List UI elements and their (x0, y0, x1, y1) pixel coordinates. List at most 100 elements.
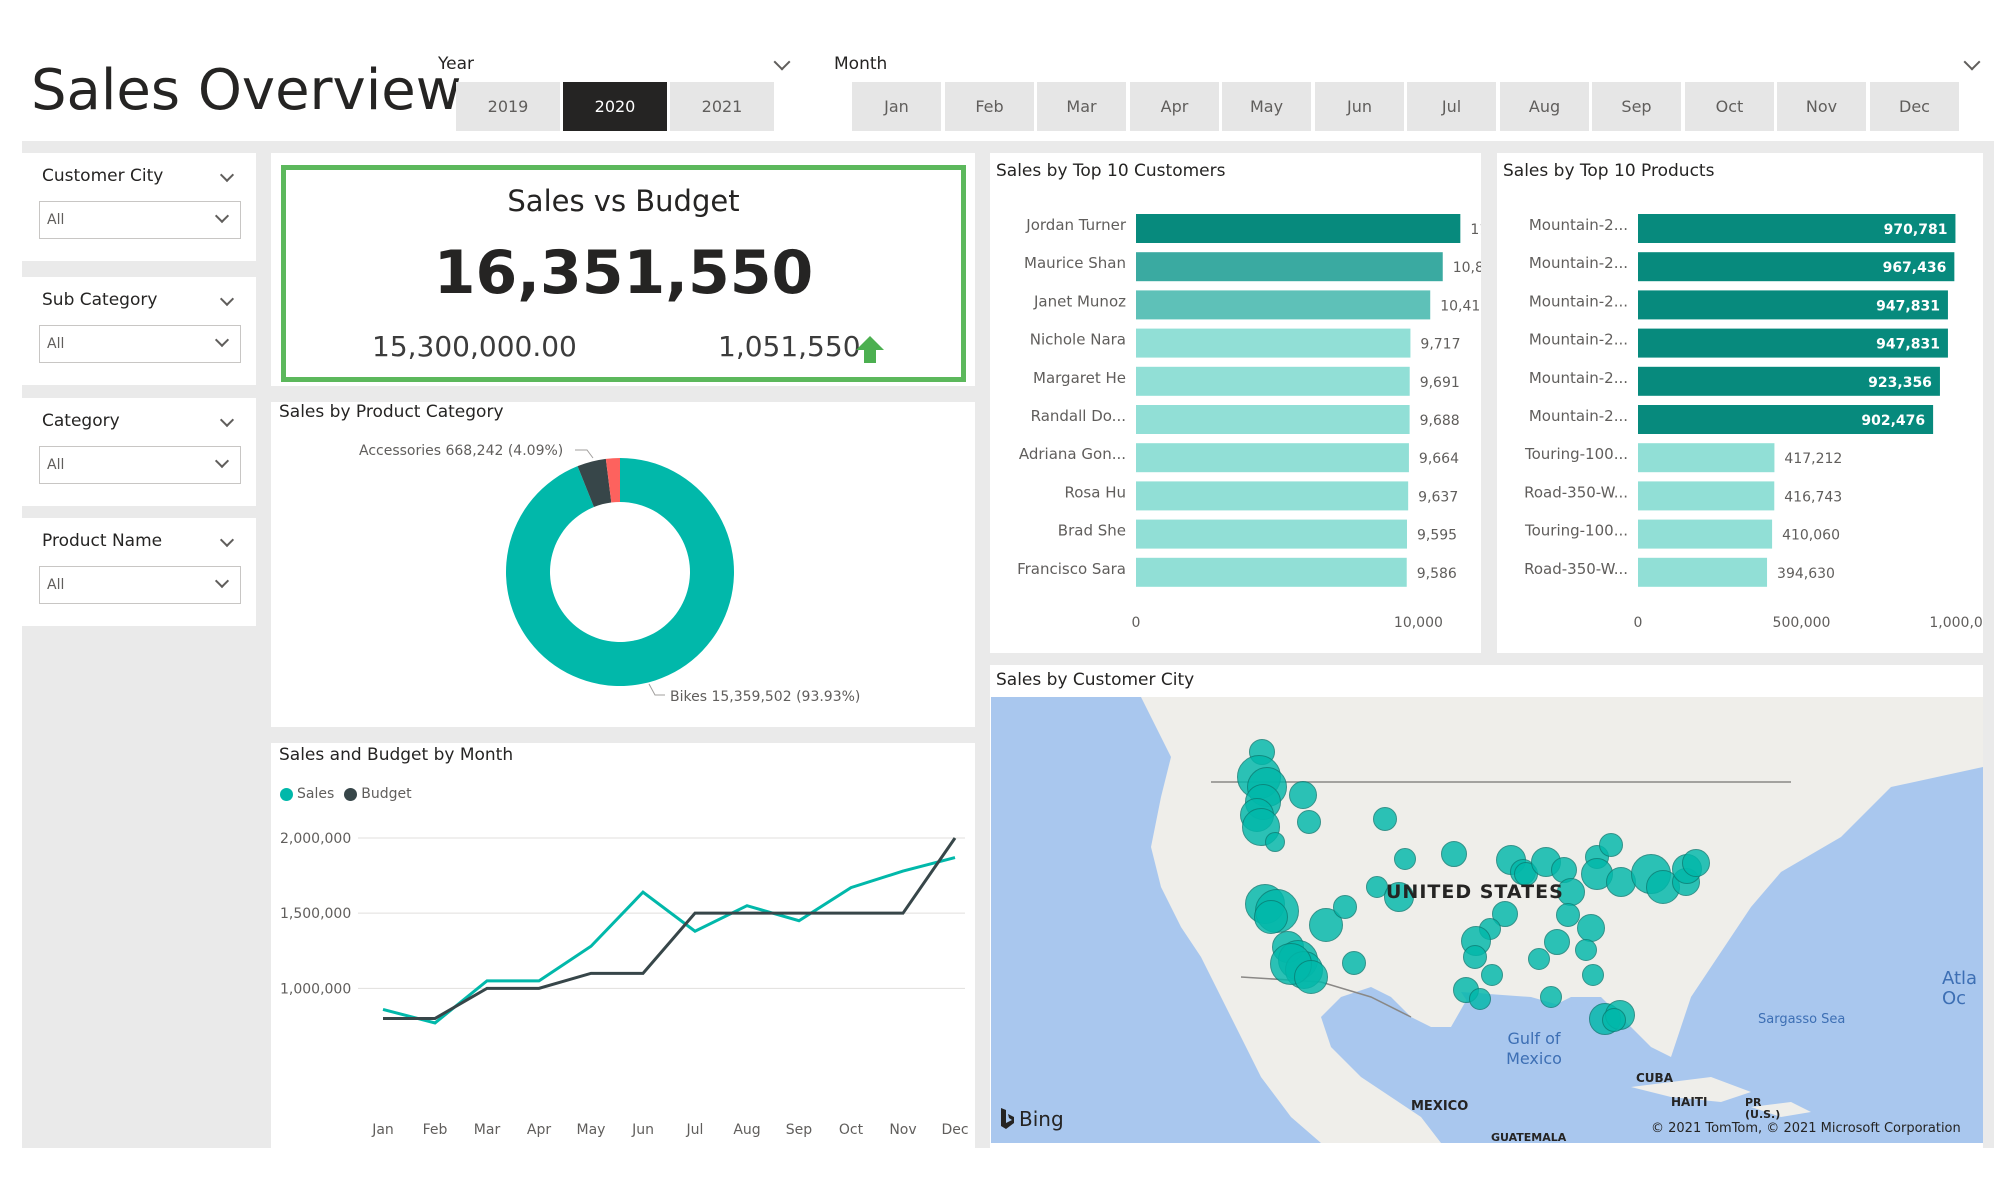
city-bubble[interactable] (1682, 849, 1710, 877)
filter-dropdown-value: All (47, 336, 65, 352)
month-option-sep[interactable]: Sep (1592, 82, 1681, 131)
city-bubble[interactable] (1556, 903, 1580, 927)
bar[interactable] (1136, 557, 1407, 587)
bar-category-label: Francisco Sara (1017, 560, 1126, 578)
bar[interactable] (1136, 290, 1431, 320)
filter-label-customer-city: Customer City (42, 166, 164, 186)
month-option-apr[interactable]: Apr (1130, 82, 1219, 131)
bar[interactable] (1638, 328, 1948, 358)
city-bubble[interactable] (1265, 832, 1285, 852)
month-option-jan[interactable]: Jan (852, 82, 941, 131)
filter-dropdown-category[interactable]: All (39, 446, 241, 484)
city-bubble[interactable] (1599, 833, 1623, 857)
city-bubble[interactable] (1394, 848, 1416, 870)
bar[interactable] (1638, 443, 1775, 473)
month-option-jul[interactable]: Jul (1407, 82, 1496, 131)
bar[interactable] (1136, 405, 1410, 434)
x-tick-label: 10,000 (1394, 615, 1443, 631)
donut-slice-bikes[interactable] (506, 458, 734, 686)
month-option-mar[interactable]: Mar (1037, 82, 1126, 131)
city-bubble[interactable] (1575, 939, 1597, 961)
city-bubble[interactable] (1342, 951, 1366, 975)
month-option-nov[interactable]: Nov (1777, 82, 1866, 131)
bar[interactable] (1136, 366, 1410, 396)
filter-collapse-chevron-icon[interactable] (219, 412, 235, 428)
filter-dropdown-customer-city[interactable]: All (39, 201, 241, 239)
bar[interactable] (1638, 290, 1948, 320)
line-series-sales[interactable] (382, 856, 956, 1025)
kpi-budget-value: 15,300,000.00 (372, 330, 577, 363)
bar[interactable] (1136, 328, 1411, 358)
bar-category-label: Mountain-2... (1529, 254, 1628, 272)
city-bubble[interactable] (1463, 945, 1487, 969)
bar[interactable] (1136, 481, 1409, 511)
x-tick-label: Oct (839, 1122, 864, 1138)
gutter (990, 653, 1994, 665)
year-option-2020[interactable]: 2020 (563, 82, 667, 131)
bar[interactable] (1638, 519, 1773, 549)
city-bubble[interactable] (1254, 900, 1288, 934)
line-series-budget[interactable] (383, 837, 957, 1020)
bar[interactable] (1136, 443, 1409, 473)
city-bubble[interactable] (1528, 948, 1550, 970)
filter-collapse-chevron-icon[interactable] (219, 291, 235, 307)
x-tick-label: 0 (1634, 615, 1643, 631)
filter-card-product-name: Product Name All (22, 518, 256, 626)
filter-dropdown-product-name[interactable]: All (39, 566, 241, 604)
city-bubble[interactable] (1297, 810, 1321, 834)
bar[interactable] (1136, 214, 1461, 243)
city-bubble[interactable] (1577, 914, 1605, 942)
bar-category-label: Mountain-2... (1529, 407, 1628, 425)
bar[interactable] (1136, 252, 1443, 282)
legend-sales-marker (280, 787, 293, 801)
bar[interactable] (1136, 519, 1407, 549)
map-label-gulf: Gulf of Mexico (1506, 1029, 1562, 1068)
top-customers-title: Sales by Top 10 Customers (996, 161, 1226, 181)
bar-value-label: 10,418 (1440, 298, 1481, 314)
bar[interactable] (1638, 214, 1956, 243)
bar[interactable] (1638, 405, 1934, 434)
city-bubble[interactable] (1441, 841, 1467, 867)
month-option-oct[interactable]: Oct (1685, 82, 1774, 131)
month-option-jun[interactable]: Jun (1315, 82, 1404, 131)
year-option-2021[interactable]: 2021 (670, 82, 774, 131)
map-label-guatemala: GUATEMALA (1491, 1131, 1567, 1143)
kpi-card-border (281, 165, 966, 382)
city-bubble[interactable] (1481, 964, 1503, 986)
bar[interactable] (1638, 481, 1775, 511)
year-option-2019[interactable]: 2019 (456, 82, 560, 131)
filter-card-sub-category: Sub Category All (22, 277, 256, 385)
bar-value-label: 417,212 (1784, 451, 1842, 467)
city-bubble[interactable] (1289, 781, 1317, 809)
gutter (256, 153, 271, 1148)
filter-collapse-chevron-icon[interactable] (219, 532, 235, 548)
city-bubble[interactable] (1557, 878, 1585, 906)
month-option-dec[interactable]: Dec (1870, 82, 1959, 131)
month-option-feb[interactable]: Feb (945, 82, 1034, 131)
bar[interactable] (1638, 252, 1955, 282)
kpi-variance-value: 1,051,550 (718, 330, 861, 363)
y-tick-label: 2,000,000 (280, 831, 351, 847)
bar[interactable] (1638, 366, 1940, 396)
month-option-may[interactable]: May (1222, 82, 1311, 131)
city-bubble[interactable] (1294, 960, 1328, 994)
filter-dropdown-sub-category[interactable]: All (39, 325, 241, 363)
city-bubble[interactable] (1544, 929, 1570, 955)
filter-collapse-chevron-icon[interactable] (219, 167, 235, 183)
city-bubble[interactable] (1582, 964, 1604, 986)
city-map[interactable]: UNITED STATES MEXICO Gulf of Mexico CUBA… (991, 697, 1983, 1143)
month-option-aug[interactable]: Aug (1500, 82, 1589, 131)
city-bubble[interactable] (1384, 882, 1414, 912)
donut-slice-accessories[interactable] (577, 458, 612, 508)
city-bubble[interactable] (1333, 895, 1357, 919)
bar[interactable] (1638, 557, 1768, 587)
city-bubble[interactable] (1540, 986, 1562, 1008)
city-bubble[interactable] (1469, 988, 1491, 1010)
city-bubble[interactable] (1602, 1008, 1626, 1032)
month-slicer-chevron-down-icon[interactable] (1963, 53, 1981, 71)
city-bubble[interactable] (1373, 807, 1397, 831)
bar-value-label: 9,717 (1420, 337, 1460, 353)
year-slicer-chevron-down-icon[interactable] (773, 53, 791, 71)
donut-slice-clothing[interactable] (605, 458, 620, 503)
bar-category-label: Randall Do... (1031, 407, 1126, 425)
